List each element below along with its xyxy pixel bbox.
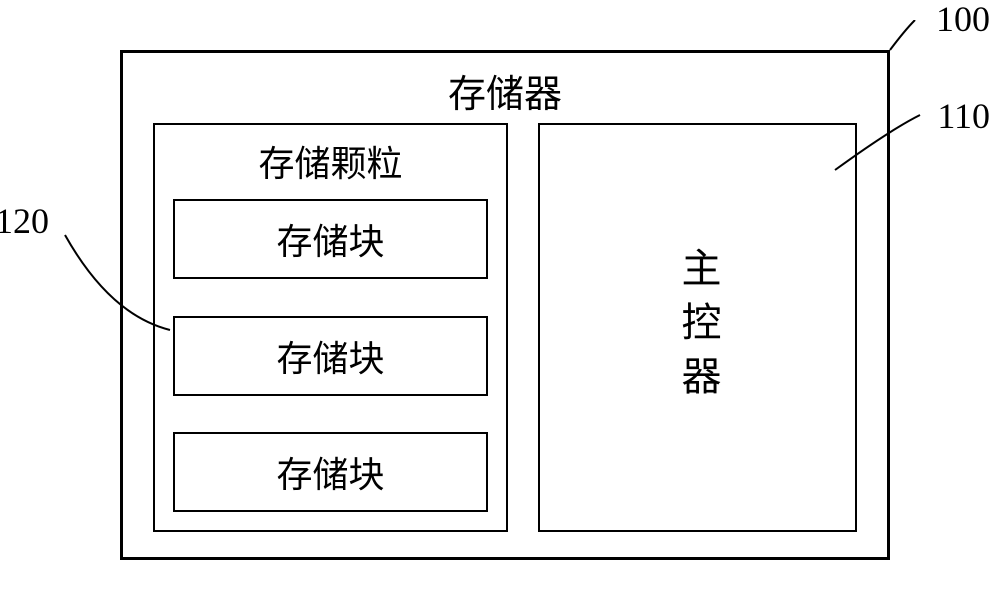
ref-label-120: 120: [0, 200, 49, 242]
memory-box: 存储器 存储颗粒 存储块 存储块 存储块 主控器: [120, 50, 890, 560]
storage-chip-box: 存储颗粒 存储块 存储块 存储块: [153, 123, 508, 532]
storage-chip-title: 存储颗粒: [173, 135, 488, 187]
memory-title: 存储器: [123, 63, 887, 118]
controller-box: 主控器: [538, 123, 857, 532]
inner-row: 存储颗粒 存储块 存储块 存储块 主控器: [153, 123, 857, 532]
storage-block: 存储块: [173, 432, 488, 512]
storage-block: 存储块: [173, 316, 488, 396]
controller-label: 主控器: [670, 247, 726, 409]
storage-block-stack: 存储块 存储块 存储块: [173, 199, 488, 512]
diagram-container: 100 110 120 存储器 存储颗粒 存储块 存储块 存储块 主控器: [50, 20, 950, 580]
storage-block: 存储块: [173, 199, 488, 279]
